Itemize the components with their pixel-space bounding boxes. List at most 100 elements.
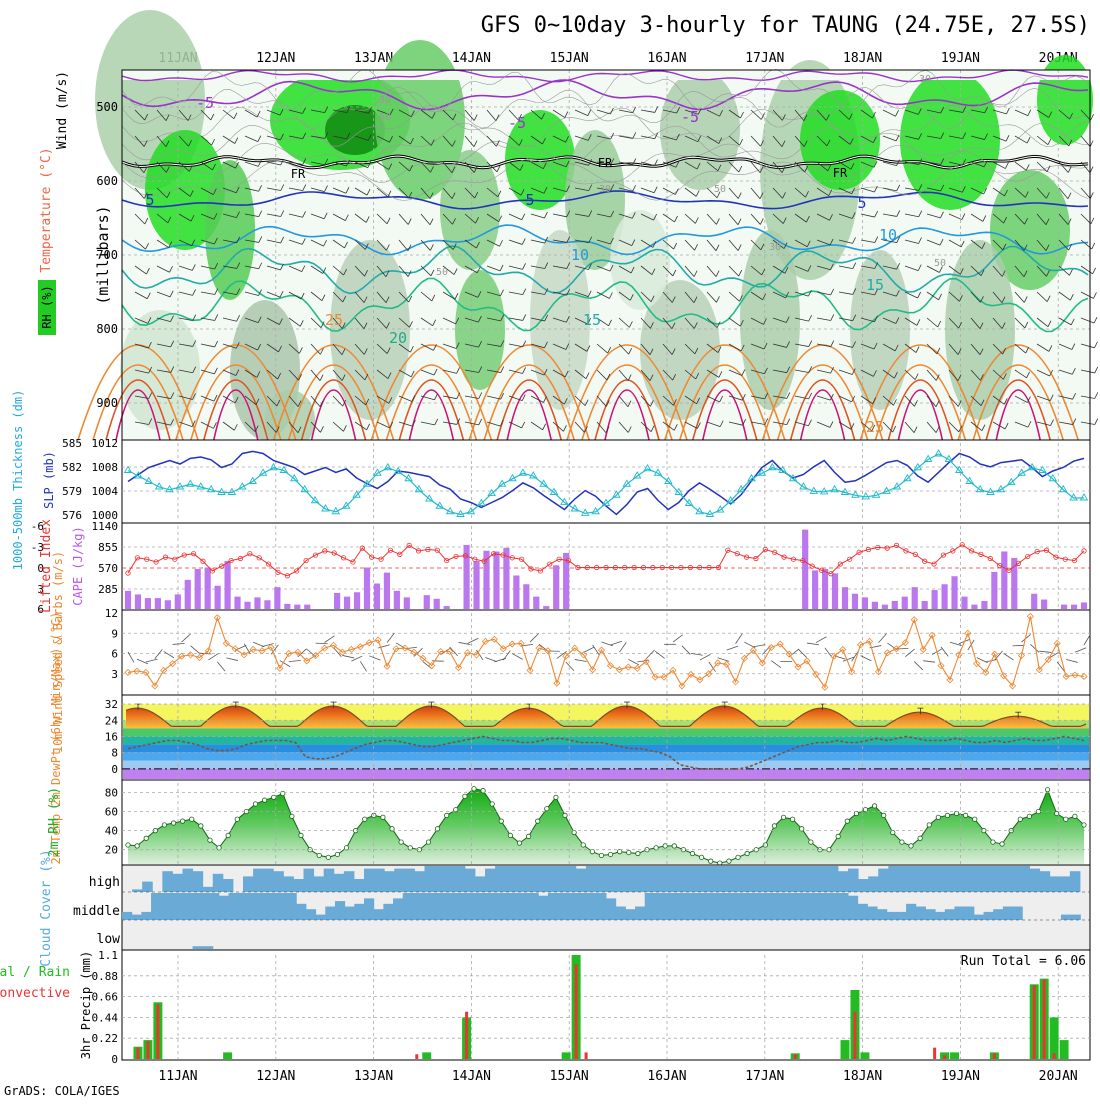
rh-marker — [536, 819, 540, 823]
cloud-cell — [751, 893, 761, 920]
rh-shade — [945, 240, 1015, 420]
rh-shade — [740, 230, 800, 410]
cloud-cell — [273, 871, 284, 892]
cloud-cell — [465, 869, 476, 892]
cloud-cell — [858, 879, 869, 892]
cape-bar — [852, 594, 858, 609]
cloud-cell — [722, 893, 732, 920]
cloud-cell — [654, 893, 664, 920]
rh-marker — [809, 840, 813, 844]
cloud-cell — [485, 869, 496, 892]
rh-marker — [1082, 823, 1086, 827]
rh-marker — [326, 855, 330, 859]
cloud-cell — [287, 893, 297, 920]
wind-frame — [122, 610, 1090, 695]
cloud-cell — [646, 866, 657, 892]
cloud-cell — [757, 866, 768, 892]
date-label-top: 14JAN — [452, 51, 491, 66]
temp-contour-label: 25 — [866, 418, 884, 436]
cloud-cell — [919, 866, 930, 892]
date-label-bottom: 15JAN — [550, 1069, 589, 1084]
cloud-cell — [576, 869, 587, 892]
wind-barb-flag — [1090, 192, 1093, 198]
cloud-cell — [267, 893, 277, 920]
cloud-cell — [414, 871, 425, 892]
date-label-bottom: 13JAN — [354, 1069, 393, 1084]
cloud-cell — [838, 871, 849, 892]
cloud-cell — [306, 909, 316, 920]
cloud-cell — [132, 889, 143, 892]
cloud-cell — [213, 874, 224, 892]
cape-bar — [354, 592, 360, 609]
rh-marker — [317, 853, 321, 857]
cloud-cell — [490, 893, 500, 920]
cloud-cell — [771, 893, 781, 920]
cloud-cell — [1009, 866, 1020, 892]
y-tick-label: 800 — [96, 322, 118, 336]
cloud-cell — [767, 866, 778, 892]
cloud-cell — [141, 912, 151, 920]
rh-marker — [262, 798, 266, 802]
cloud-cell — [183, 869, 194, 892]
cloud-cell — [664, 893, 674, 920]
date-label-bottom: 14JAN — [452, 1069, 491, 1084]
cape-bar — [493, 551, 499, 609]
cloud-cell — [435, 866, 446, 892]
cloud-cell — [243, 876, 254, 892]
cloud-row-label: middle — [73, 904, 120, 919]
cloud-cell — [606, 898, 616, 920]
temp-contour-label: 15 — [866, 276, 884, 294]
cape-bar — [125, 591, 131, 609]
cape-bar — [1041, 600, 1047, 609]
rh-contour-label: 30 — [379, 95, 391, 106]
freezing-label: FR — [598, 156, 613, 170]
wind-barb-flag — [1093, 268, 1096, 274]
temp-contour-label: 25 — [325, 311, 343, 329]
cape-bar — [533, 597, 539, 609]
thickness-tick: 579 — [62, 485, 82, 498]
rh-marker — [991, 840, 995, 844]
cloud-cell — [334, 874, 345, 892]
rh-contour-label: 30 — [919, 74, 931, 85]
precip-conv-bar — [993, 1053, 996, 1059]
y-tick-label: 500 — [96, 100, 118, 114]
date-label-top: 12JAN — [256, 51, 295, 66]
rh-marker — [490, 802, 494, 806]
rh-marker — [235, 817, 239, 821]
rh-tick: 60 — [105, 806, 118, 819]
precip-total-bar — [223, 1052, 232, 1059]
rh-marker — [909, 844, 913, 848]
cloud-cell — [325, 907, 335, 921]
cape-bar — [523, 584, 529, 609]
temp-contour-label: -5 — [681, 108, 699, 126]
cape-bar — [434, 599, 440, 609]
cloud-cell — [304, 869, 315, 892]
temp-tick: 24 — [105, 714, 119, 727]
cloud-cell — [848, 896, 858, 920]
wind-barb-flag — [1094, 342, 1097, 348]
temp-contour-label: 10 — [879, 226, 897, 244]
cloud-cell — [567, 893, 577, 920]
cape-bar — [135, 594, 141, 609]
cloud-cell — [788, 866, 799, 892]
cape-bar — [205, 568, 211, 610]
temp-contour-label: 10 — [571, 246, 589, 264]
cloud-cell — [529, 893, 539, 920]
cloud-cell — [687, 866, 698, 892]
ylabel-rh2m: 2m RH (%) — [47, 787, 62, 857]
rh-marker — [1018, 817, 1022, 821]
cloud-cell — [316, 915, 326, 920]
cape-bar — [802, 530, 808, 609]
cloud-cell — [674, 893, 684, 920]
cape-bar — [991, 572, 997, 609]
cape-bar — [981, 601, 987, 609]
rh-contour-label: 50 — [934, 258, 946, 269]
cloud-cell — [142, 882, 153, 892]
cloud-cell — [263, 869, 274, 892]
cloud-cell — [151, 893, 161, 920]
